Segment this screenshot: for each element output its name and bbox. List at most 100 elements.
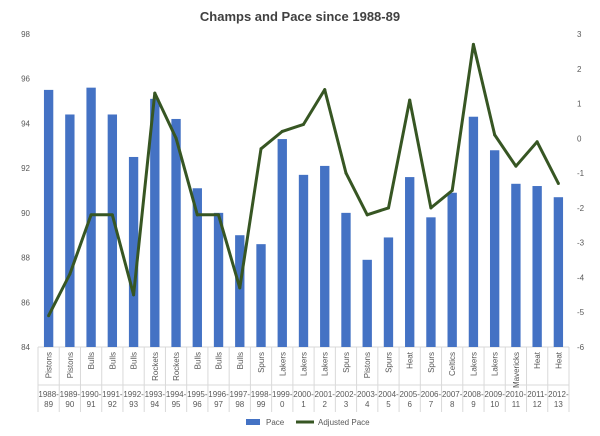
chart-title: Champs and Pace since 1988-89	[200, 9, 400, 24]
y-left-tick-label: 96	[21, 75, 30, 84]
season-label-bottom: 99	[257, 400, 266, 409]
y-left-tick-label: 98	[21, 30, 30, 39]
season-label-bottom: 90	[65, 400, 74, 409]
bar-pace	[235, 235, 245, 347]
season-label-top: 2004-	[378, 390, 399, 399]
team-label: Bulls	[236, 352, 245, 369]
legend-swatch-pace	[246, 419, 260, 425]
y-left-tick-label: 86	[21, 298, 30, 307]
team-label: Pistons	[363, 352, 372, 378]
season-label-bottom: 11	[512, 400, 521, 409]
point-adjusted-pace	[556, 182, 560, 186]
point-adjusted-pace	[493, 133, 497, 137]
season-label-bottom: 4	[365, 400, 370, 409]
season-label-top: 2012-	[548, 390, 569, 399]
bar-pace	[213, 212, 224, 347]
point-adjusted-pace	[471, 42, 475, 46]
y-right-tick-label: -5	[577, 308, 585, 317]
team-label: Lakers	[300, 352, 309, 376]
point-adjusted-pace	[302, 122, 305, 126]
point-adjusted-pace	[259, 147, 263, 151]
team-label: Spurs	[257, 352, 266, 373]
y-left-tick-label: 84	[21, 343, 30, 352]
point-adjusted-pace	[344, 171, 348, 175]
y-right-tick-label: -4	[577, 273, 585, 282]
y-left-tick-label: 92	[21, 164, 30, 173]
team-label: Spurs	[384, 352, 393, 373]
season-label-top: 2007-	[442, 390, 463, 399]
team-label: Heat	[554, 351, 563, 369]
point-adjusted-pace	[174, 136, 178, 140]
team-label: Bulls	[108, 352, 117, 369]
point-adjusted-pace	[365, 213, 369, 217]
team-label: Pistons	[66, 352, 75, 378]
legend: Pace Adjusted Pace	[246, 418, 370, 427]
season-label-top: 2009-	[484, 390, 505, 399]
season-label-bottom: 8	[450, 400, 455, 409]
season-label-bottom: 10	[490, 400, 499, 409]
y-left-tick-label: 90	[21, 209, 30, 218]
bar-pace	[362, 259, 372, 347]
team-label: Bulls	[130, 352, 139, 369]
bar-pace	[383, 237, 394, 347]
bar-pace	[107, 114, 118, 347]
team-label: Lakers	[278, 352, 287, 376]
season-label-bottom: 96	[193, 400, 202, 409]
point-adjusted-pace	[132, 293, 136, 297]
season-label-top: 1999-	[272, 390, 293, 399]
bar-pace	[298, 174, 309, 347]
season-label-bottom: 3	[344, 400, 349, 409]
team-label: Heat	[406, 351, 415, 369]
season-label-top: 2003-	[357, 390, 378, 399]
point-adjusted-pace	[68, 272, 72, 276]
y-left-tick-label: 94	[21, 119, 30, 128]
bar-pace	[65, 114, 75, 347]
y-right-tick-label: -3	[577, 239, 585, 248]
season-label-top: 2006-	[421, 390, 442, 399]
point-adjusted-pace	[195, 213, 199, 217]
season-label-bottom: 93	[129, 400, 138, 409]
season-label-bottom: 9	[471, 400, 476, 409]
bar-pace	[192, 188, 202, 347]
point-adjusted-pace	[217, 213, 221, 217]
point-adjusted-pace	[153, 91, 157, 95]
team-label: Bulls	[87, 352, 96, 369]
y-right-tick-label: 2	[577, 65, 582, 74]
season-label-top: 2005-	[399, 390, 420, 399]
season-label-top: 2011-	[527, 390, 547, 399]
y-right-tick-label: -2	[577, 204, 585, 213]
team-label: Celtics	[448, 352, 457, 376]
season-label-bottom: 95	[172, 400, 181, 409]
team-label: Bulls	[215, 352, 224, 369]
legend-label-pace: Pace	[266, 418, 285, 427]
team-label: Spurs	[342, 352, 351, 373]
point-adjusted-pace	[47, 314, 51, 318]
point-adjusted-pace	[323, 88, 327, 92]
team-label: Lakers	[321, 352, 330, 376]
bar-pace	[532, 186, 542, 347]
line-series-adjusted-pace	[47, 42, 560, 318]
bar-pace	[320, 165, 330, 347]
point-adjusted-pace	[429, 206, 433, 210]
point-adjusted-pace	[450, 189, 454, 192]
bar-pace	[150, 98, 160, 347]
season-label-top: 2010-	[506, 390, 527, 399]
point-adjusted-pace	[408, 98, 412, 102]
season-label-bottom: 92	[108, 400, 117, 409]
bar-series-pace	[43, 87, 564, 348]
team-label: Lakers	[491, 352, 500, 376]
y-right-tick-label: 0	[577, 134, 582, 143]
team-label: Spurs	[427, 352, 436, 373]
season-label-top: 1992-	[123, 390, 144, 399]
bar-pace	[171, 118, 181, 347]
season-label-top: 1997-	[230, 390, 251, 399]
bar-pace	[128, 156, 139, 347]
point-adjusted-pace	[238, 286, 242, 290]
team-label: Rockets	[151, 352, 160, 381]
team-label: Pistons	[45, 352, 54, 378]
bar-pace	[426, 217, 436, 347]
season-label-bottom: 13	[554, 400, 563, 409]
season-label-top: 1989-	[60, 390, 81, 399]
season-label-bottom: 91	[87, 400, 96, 409]
